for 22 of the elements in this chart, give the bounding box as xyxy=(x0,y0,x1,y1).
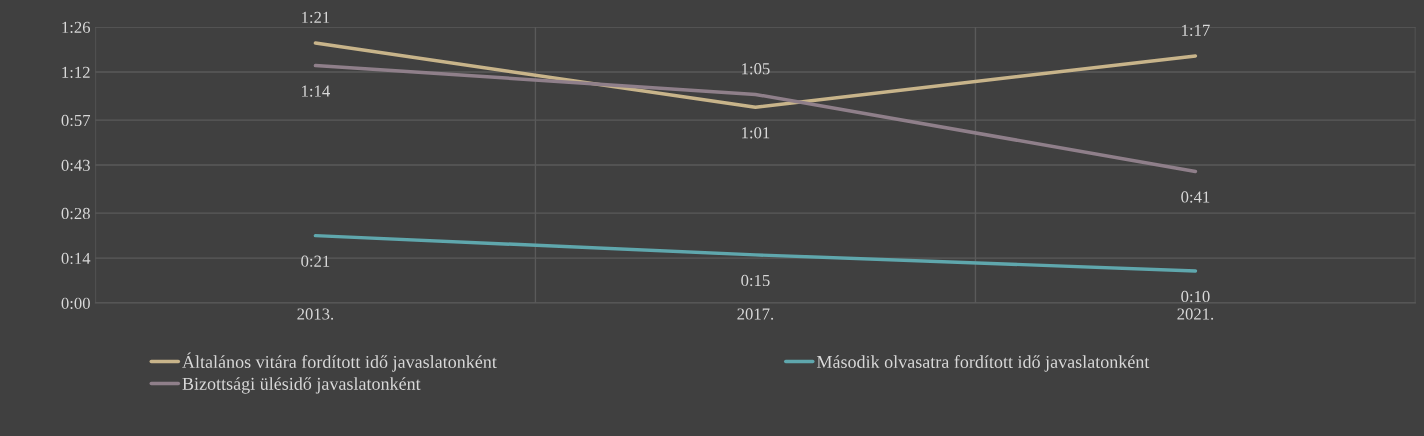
y-tick-label: 0:28 xyxy=(61,207,90,220)
data-label: 0:41 xyxy=(1181,191,1210,203)
y-tick-label: 0:43 xyxy=(61,159,90,172)
data-label: 0:15 xyxy=(741,274,770,287)
y-tick-label: 0:00 xyxy=(61,297,90,310)
y-tick-label: 1:12 xyxy=(62,66,90,78)
legend-label: Második olvasatra fordított idő javaslatonként xyxy=(816,355,1150,372)
y-tick-label: 0:57 xyxy=(61,114,91,127)
data-label: 0:10 xyxy=(1181,290,1210,303)
legend-label: Bizottsági ülésidő javaslatonként xyxy=(182,377,421,394)
data-label: 1:01 xyxy=(742,127,770,139)
legend-label: Általános vitára fordított idő javaslatonként xyxy=(182,352,497,372)
x-tick-label: 2013. xyxy=(297,308,334,320)
x-tick-label: 2021. xyxy=(1177,308,1214,320)
y-tick-label: 0:14 xyxy=(61,252,91,265)
y-tick-label: 1:26 xyxy=(62,21,91,34)
data-label: 0:21 xyxy=(301,255,330,267)
data-label: 1:14 xyxy=(302,85,330,97)
data-label: 1:05 xyxy=(742,63,770,75)
data-label: 1:21 xyxy=(302,11,330,24)
data-label: 1:17 xyxy=(1182,24,1210,36)
x-tick-label: 2017. xyxy=(737,308,774,320)
